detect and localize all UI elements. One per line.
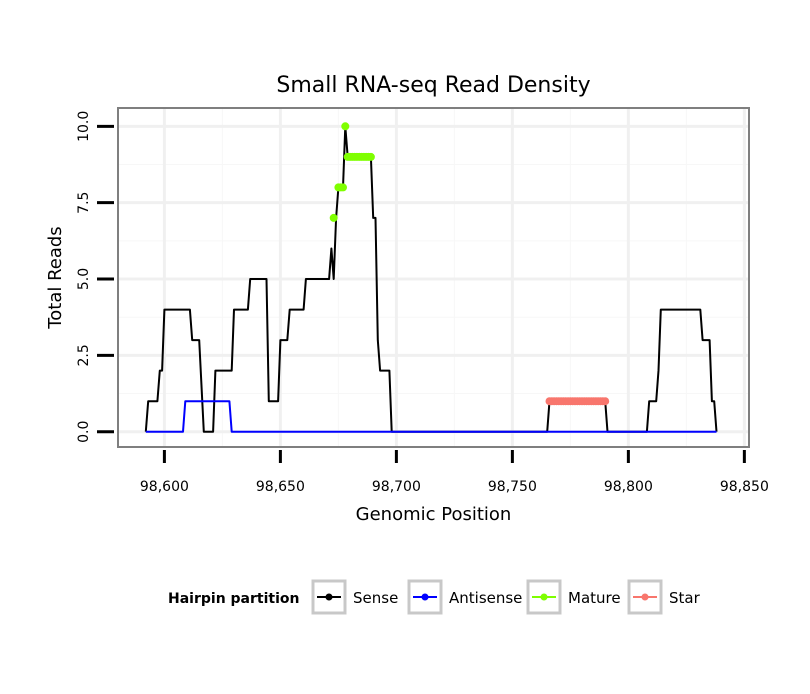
mature-point (366, 152, 375, 161)
mature-point (329, 213, 338, 222)
star-point (601, 397, 610, 406)
mature-point (341, 122, 350, 131)
legend-key-point-star (641, 593, 649, 601)
antisense-line (145, 400, 717, 433)
legend-key-point-mature (540, 593, 548, 601)
legend-label-mature: Mature (568, 589, 621, 607)
panel-border (117, 107, 750, 448)
y-tick-label: 7.5 (76, 192, 92, 214)
y-tick-label: 10.0 (76, 111, 92, 142)
legend-title: Hairpin partition (168, 591, 299, 607)
legend-key-point-sense (325, 593, 333, 601)
y-tick-label: 2.5 (76, 344, 92, 366)
legend-label-star: Star (669, 589, 701, 607)
y-tick-label: 5.0 (76, 268, 92, 290)
legend-label-sense: Sense (353, 589, 398, 607)
sense-line (144, 125, 718, 433)
grid-layer (118, 108, 749, 447)
y-axis-label: Total Reads (45, 226, 66, 329)
x-tick-label: 98,850 (720, 479, 769, 495)
legend-label-antisense: Antisense (449, 589, 522, 607)
x-tick-label: 98,800 (604, 479, 653, 495)
x-tick-label: 98,600 (140, 479, 189, 495)
y-tick-label: 0.0 (76, 421, 92, 443)
x-axis-label: Genomic Position (356, 504, 512, 525)
x-tick-label: 98,650 (256, 479, 305, 495)
mature-point (339, 183, 347, 192)
chart-title: Small RNA-seq Read Density (276, 73, 590, 98)
x-tick-label: 98,750 (488, 479, 537, 495)
legend-key-point-antisense (421, 593, 429, 601)
x-tick-label: 98,700 (372, 479, 421, 495)
series-layer (144, 122, 718, 433)
axis-layer: 98,600 98,650 98,700 98,750 98,800 98,850 0.0 2… (76, 111, 769, 495)
legend: Hairpin partition Sense Antisense Mature St… (168, 579, 701, 615)
